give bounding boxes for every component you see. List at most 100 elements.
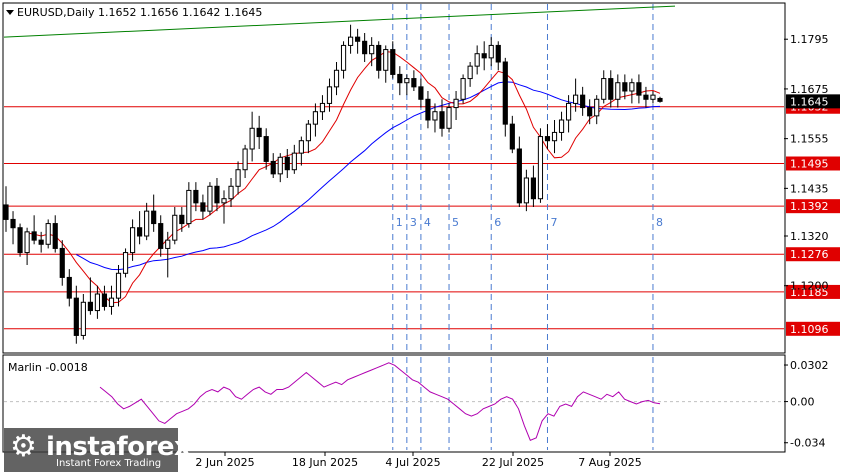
- candle-body: [502, 61, 508, 125]
- candle-body: [580, 94, 586, 109]
- candle-body: [460, 78, 466, 100]
- candle-body: [383, 49, 389, 71]
- vertical-marker-label: 6: [494, 216, 501, 229]
- candle-body: [256, 127, 262, 138]
- candle-body: [565, 102, 572, 121]
- candle-body: [439, 111, 445, 129]
- y-tick-label: 1.1435: [790, 182, 829, 195]
- candle-body: [249, 127, 255, 150]
- candle-body: [31, 231, 37, 241]
- candle-body: [87, 301, 93, 312]
- candle-body: [59, 247, 65, 278]
- vertical-marker-label: 1: [396, 216, 403, 229]
- candle-body: [24, 231, 30, 254]
- candle-body: [453, 98, 459, 109]
- x-tick-label: 4 Jul 2025: [385, 456, 440, 469]
- candle-body: [516, 148, 522, 204]
- candle-body: [523, 177, 529, 204]
- candle-body: [179, 214, 185, 225]
- vertical-marker-label: 7: [550, 216, 557, 229]
- candle-body: [151, 210, 157, 225]
- candle-body: [284, 156, 290, 171]
- candle-body: [530, 177, 537, 200]
- candle-body: [242, 148, 248, 171]
- vertical-marker-label: 8: [656, 216, 663, 229]
- candle-body: [369, 44, 375, 55]
- candle-body: [608, 78, 614, 100]
- candle-body: [481, 53, 487, 59]
- marlin-pane-frame: [2, 354, 786, 453]
- candle-body: [73, 297, 79, 336]
- candle-body: [362, 40, 368, 55]
- candle-body: [558, 119, 565, 133]
- level-price-tag: [786, 247, 840, 262]
- candle-body: [446, 107, 452, 129]
- candle-body: [10, 218, 16, 229]
- level-price-label: 1.1495: [790, 158, 829, 171]
- candle-body: [509, 123, 515, 150]
- candle-body: [122, 252, 129, 274]
- candle-body: [137, 227, 143, 237]
- candle-body: [432, 111, 438, 121]
- candle-body: [66, 276, 72, 299]
- x-tick-label: 7 Aug 2025: [578, 456, 641, 469]
- candle-body: [340, 44, 347, 71]
- candle-body: [615, 82, 621, 100]
- vertical-marker-label: 4: [424, 216, 431, 229]
- marlin-y-tick-label: -0.034: [790, 437, 825, 450]
- candle-body: [129, 227, 136, 254]
- x-tick-label: 2 Jun 2025: [195, 456, 254, 469]
- blue-moving-average: [76, 81, 661, 271]
- marlin-indicator: 0.0302 0.00 -0.034: [4, 359, 829, 450]
- y-axis-ticks: 1.1795 1.1675 1.1555 1.1435 1.1320 1.1200: [784, 33, 829, 293]
- y-tick-label: 1.1795: [790, 33, 829, 46]
- candle-body: [94, 293, 101, 312]
- candle-body: [80, 301, 86, 336]
- candle-body: [270, 160, 276, 175]
- candle-body: [347, 36, 354, 46]
- watermark-tagline: Instant Forex Trading: [56, 458, 162, 469]
- candle-body: [495, 44, 501, 63]
- candle-body: [544, 136, 551, 142]
- marlin-label: Marlin -0.0018: [8, 361, 88, 374]
- candle-body: [467, 65, 473, 80]
- candle-body: [390, 49, 396, 75]
- candle-body: [404, 78, 410, 84]
- candle-body: [108, 297, 115, 307]
- horizontal-levels: 1.16321.14951.13921.12761.11851.10961.16…: [4, 94, 840, 336]
- candle-body: [298, 140, 304, 154]
- candle-body: [636, 82, 642, 96]
- marlin-y-tick-label: 0.0302: [790, 359, 829, 372]
- candle-body: [17, 227, 23, 254]
- trend-line: [3, 5, 676, 38]
- y-tick-label: 1.1675: [790, 83, 829, 96]
- candle-body: [235, 169, 241, 187]
- candle-body: [193, 189, 199, 204]
- candle-body: [115, 272, 122, 299]
- watermark-name: instaforex: [46, 432, 191, 462]
- candle-body: [305, 123, 311, 142]
- candle-body: [228, 185, 234, 200]
- level-price-label: 1.1096: [790, 323, 829, 336]
- candle-body: [221, 198, 227, 204]
- candle-body: [573, 94, 579, 104]
- candle-body: [165, 239, 171, 249]
- candle-body: [312, 111, 319, 125]
- candle-body: [601, 78, 607, 100]
- instaforex-watermark: ⚙ instaforex Instant Forex Trading: [4, 428, 191, 472]
- candle-body: [643, 94, 649, 100]
- current-price-label: 1.1645: [790, 95, 829, 108]
- candle-body: [200, 202, 206, 212]
- level-price-tag: [786, 156, 840, 171]
- candle-body: [376, 44, 382, 71]
- chart-menu-arrow-icon[interactable]: [6, 10, 14, 15]
- symbol-header: EURUSD,Daily 1.1652 1.1656 1.1642 1.1645: [17, 6, 262, 19]
- candles: [3, 24, 663, 344]
- candle-body: [551, 131, 558, 142]
- green-trend-line: [3, 5, 676, 38]
- marlin-y-tick-label: 0.00: [790, 396, 815, 409]
- candle-body: [38, 239, 44, 245]
- x-axis-ticks: 2 Jun 2025 18 Jun 2025 4 Jul 2025 22 Jul 20…: [195, 452, 642, 469]
